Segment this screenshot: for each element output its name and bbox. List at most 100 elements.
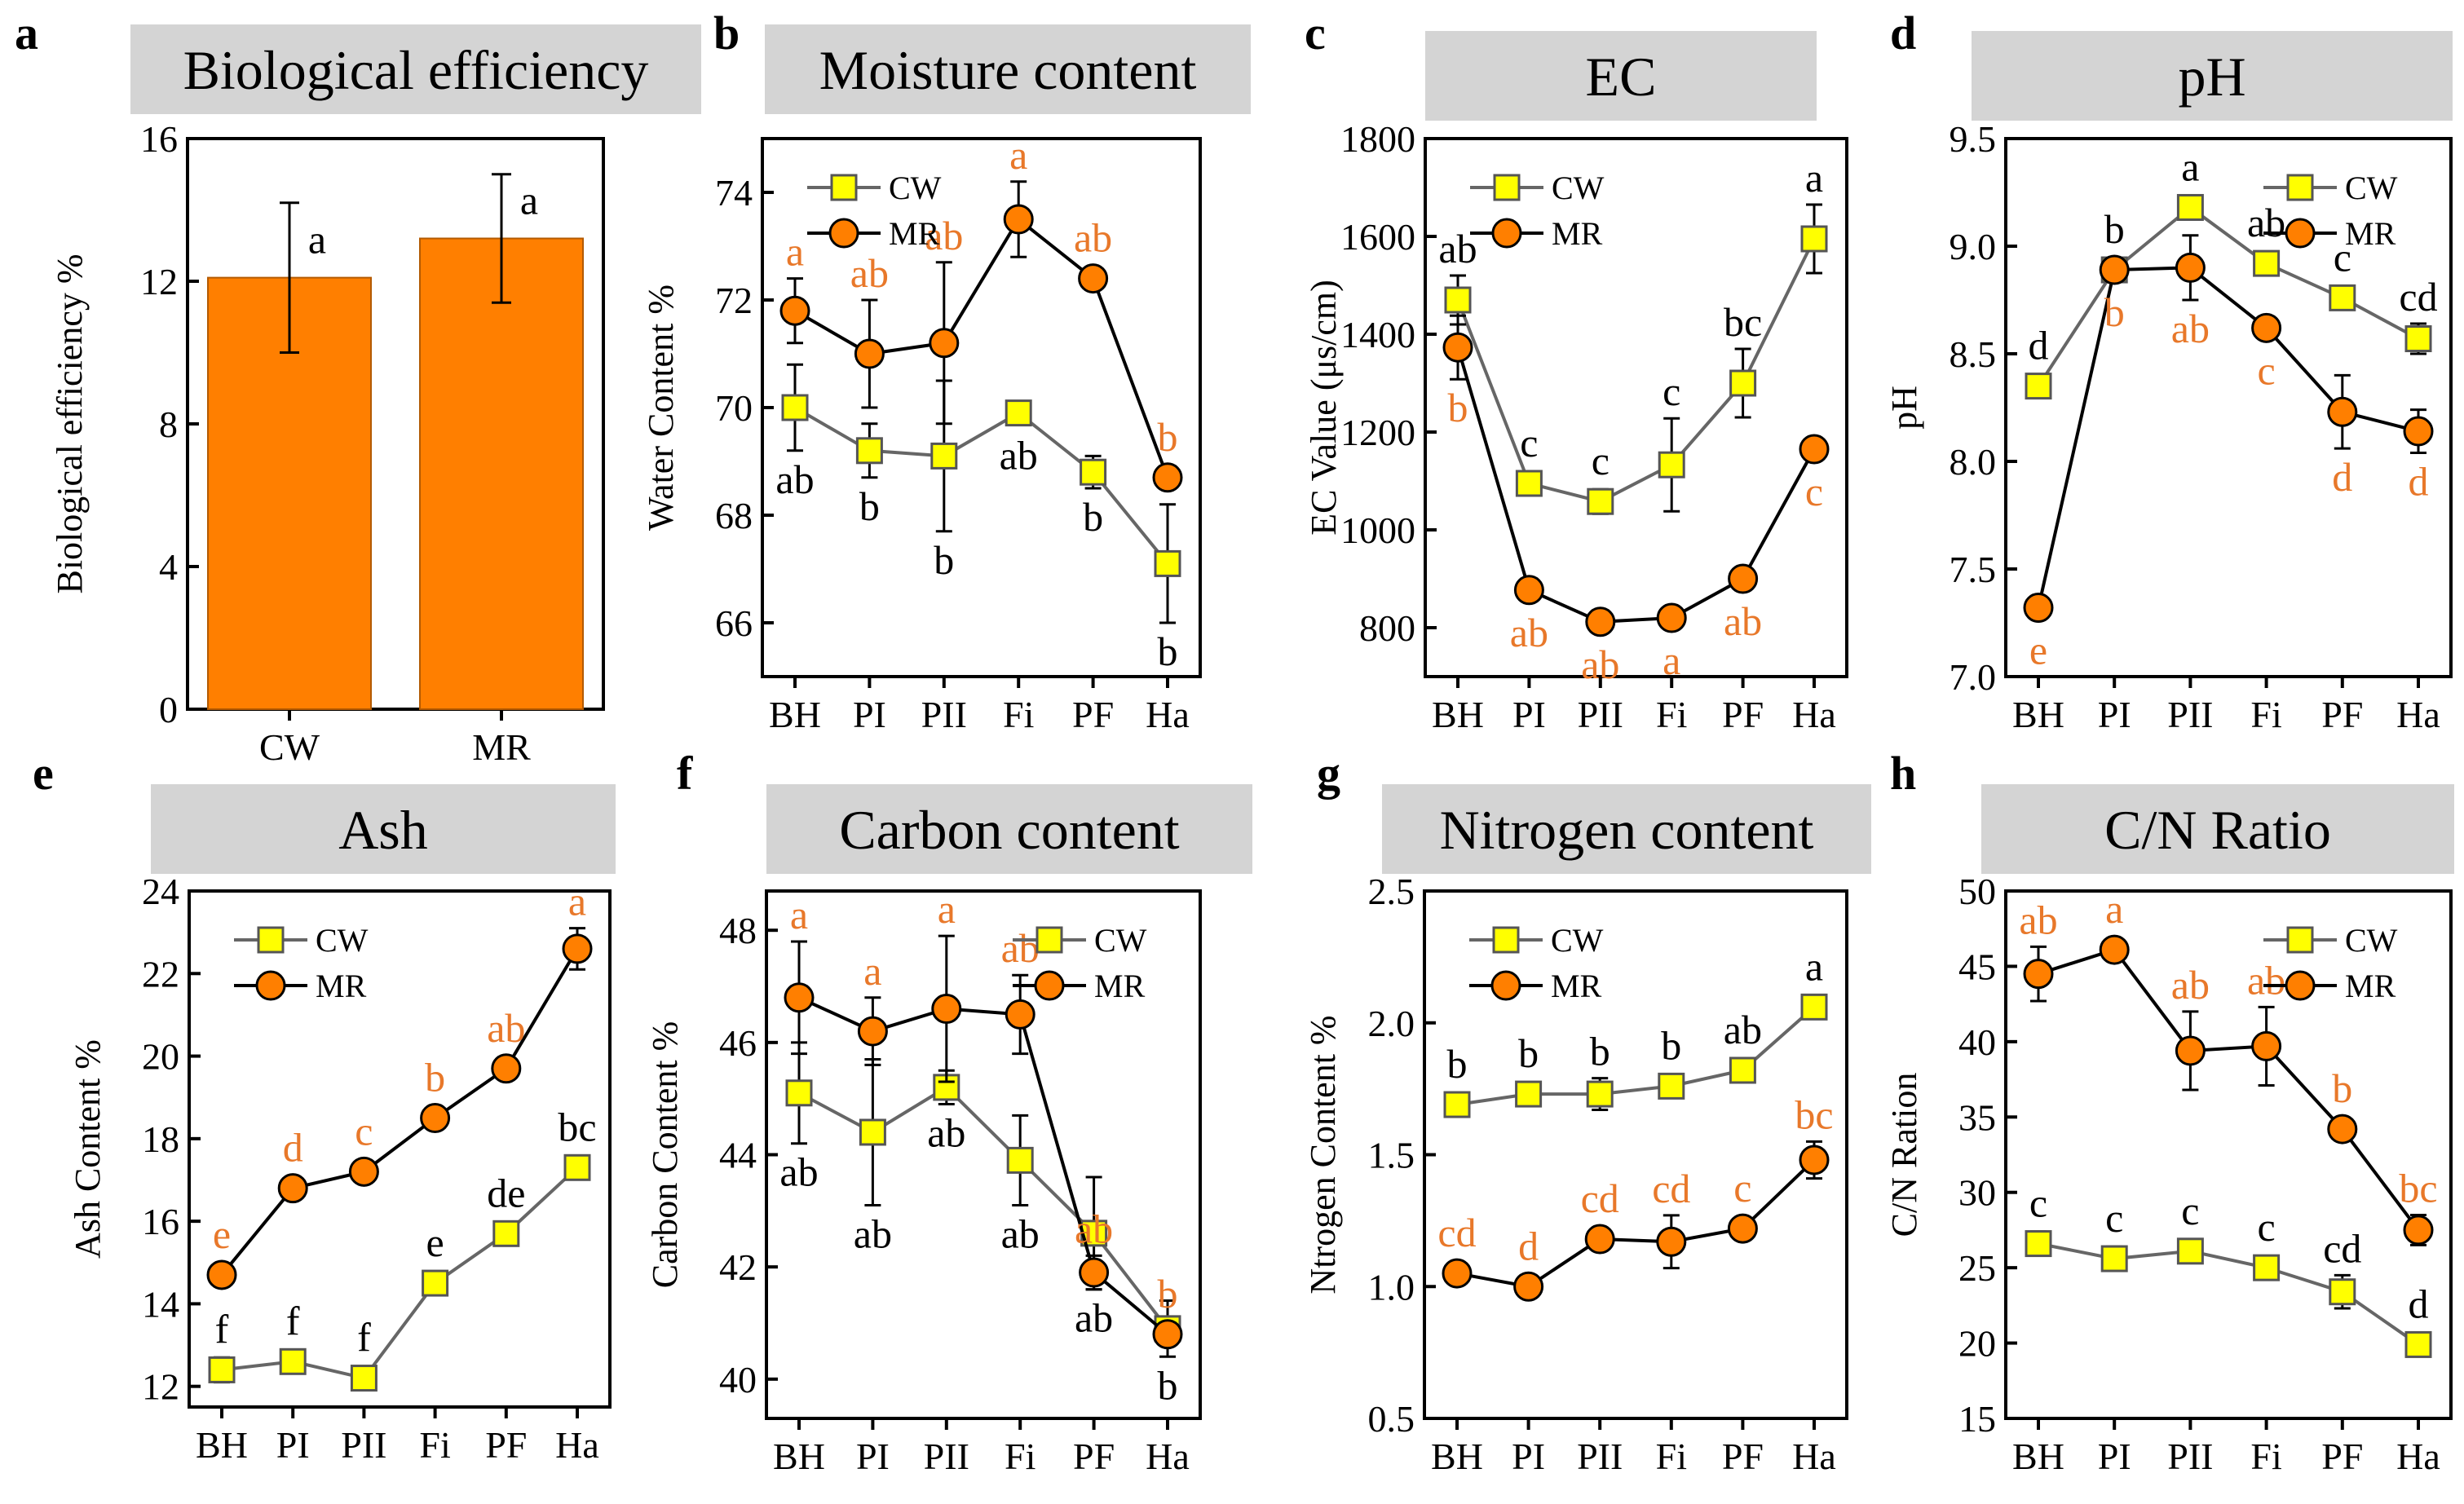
significance-letter: c — [2105, 1195, 2123, 1241]
legend-marker-MR — [255, 970, 286, 1001]
significance-letter: a — [308, 217, 326, 262]
y-axis-label: Carbon Content % — [645, 1021, 685, 1289]
x-tick-label: Ha — [1792, 1436, 1836, 1477]
marker-CW — [350, 1365, 378, 1392]
significance-letter: b — [859, 483, 880, 529]
significance-letter: e — [213, 1211, 231, 1257]
x-tick-label: Ha — [555, 1424, 599, 1466]
legend-marker-MR — [2285, 218, 2316, 249]
x-tick-label: Ha — [1146, 694, 1190, 735]
legend-label: MR — [1094, 968, 1146, 1004]
marker-CW — [855, 437, 883, 465]
x-tick-label: Fi — [419, 1424, 450, 1466]
significance-letter: ab — [1001, 925, 1040, 971]
legend-marker-CW — [830, 174, 858, 201]
marker-CW — [785, 1079, 813, 1107]
x-tick-label: PF — [1722, 694, 1764, 735]
significance-letter: a — [1805, 155, 1823, 201]
x-tick-label: PII — [921, 694, 967, 735]
marker-CW — [2025, 373, 2052, 400]
marker-CW — [1729, 369, 1757, 397]
legend-marker-CW — [1493, 174, 1521, 201]
legend-marker-MR — [1490, 970, 1521, 1001]
x-tick-label: BH — [196, 1424, 248, 1466]
panel-title-bg — [765, 24, 1251, 114]
marker-MR — [1442, 1258, 1473, 1289]
marker-MR — [1005, 999, 1035, 1030]
significance-letter: a — [938, 886, 956, 932]
panel-label: f — [677, 747, 693, 800]
significance-letter: b — [1158, 629, 1178, 674]
marker-CW — [2404, 1330, 2432, 1358]
x-tick-label: BH — [1432, 694, 1484, 735]
significance-letter: b — [2104, 206, 2125, 252]
x-tick-label: BH — [769, 694, 821, 735]
x-tick-label: BH — [1431, 1436, 1483, 1477]
x-tick-label: Fi — [1005, 1436, 1035, 1477]
significance-letter: c — [2257, 1204, 2275, 1250]
marker-MR — [348, 1156, 379, 1187]
significance-letter: b — [1518, 1030, 1539, 1076]
significance-letter: ab — [850, 250, 889, 296]
panel-label: a — [15, 7, 38, 60]
significance-letter: c — [1663, 368, 1680, 414]
x-tick-label: Fi — [2250, 1436, 2281, 1477]
significance-letter: ab — [1581, 642, 1619, 687]
legend-label: CW — [1551, 922, 1604, 959]
marker-MR — [1152, 1319, 1183, 1350]
panel-title: EC — [1586, 46, 1657, 108]
legend-marker-MR — [2285, 970, 2316, 1001]
legend-label: CW — [316, 922, 369, 959]
y-tick-label: 20 — [142, 1036, 179, 1078]
significance-letter: b — [1158, 1362, 1178, 1408]
marker-MR — [2099, 254, 2130, 285]
panel-title: Moisture content — [819, 39, 1197, 101]
marker-MR — [562, 933, 593, 964]
series-line-MR — [2037, 266, 2419, 608]
panel-title: Carbon content — [839, 799, 1179, 861]
significance-letter: b — [1448, 385, 1468, 430]
marker-MR — [929, 328, 960, 359]
significance-letter: ab — [925, 213, 963, 258]
significance-letter: bc — [2399, 1165, 2437, 1211]
panel-label: g — [1317, 747, 1340, 800]
y-tick-label: 30 — [1958, 1172, 1996, 1214]
marker-CW — [1444, 286, 1472, 314]
significance-letter: ab — [1000, 433, 1038, 479]
y-tick-label: 18 — [142, 1118, 179, 1160]
marker-MR — [857, 1016, 888, 1047]
marker-MR — [2251, 1030, 2282, 1061]
significance-letter: a — [1009, 132, 1027, 178]
marker-CW — [279, 1347, 307, 1375]
y-axis-label: Water Content % — [641, 284, 681, 531]
y-tick-label: 72 — [715, 280, 753, 321]
marker-CW — [2025, 1230, 2052, 1258]
marker-CW — [1005, 399, 1032, 427]
y-axis-label: Ntrogen Content % — [1303, 1015, 1343, 1294]
panel-title-bg — [151, 784, 616, 874]
y-tick-label: 12 — [142, 1366, 179, 1408]
significance-letter: ab — [2171, 306, 2210, 351]
x-tick-label: PI — [1512, 1436, 1545, 1477]
y-tick-label: 8.5 — [1950, 333, 1997, 375]
significance-letter: d — [2409, 458, 2429, 504]
x-tick-label: PII — [2167, 694, 2213, 735]
significance-letter: ab — [2247, 957, 2285, 1003]
marker-CW — [1586, 1080, 1614, 1108]
series-line-CW — [1456, 238, 1816, 504]
significance-letter: c — [2181, 1188, 2199, 1233]
y-tick-label: 9.5 — [1950, 118, 1997, 160]
marker-MR — [1152, 462, 1183, 493]
x-tick-label: Ha — [2396, 694, 2440, 735]
marker-MR — [784, 982, 815, 1013]
y-tick-label: 46 — [719, 1022, 757, 1064]
significance-letter: b — [425, 1055, 445, 1100]
panel-title-bg — [1425, 31, 1817, 121]
marker-MR — [2403, 416, 2434, 447]
marker-CW — [1658, 1072, 1685, 1100]
marker-MR — [1513, 1271, 1544, 1302]
y-tick-label: 42 — [719, 1246, 757, 1288]
significance-letter: ab — [2247, 200, 2285, 245]
marker-MR — [1728, 563, 1759, 594]
